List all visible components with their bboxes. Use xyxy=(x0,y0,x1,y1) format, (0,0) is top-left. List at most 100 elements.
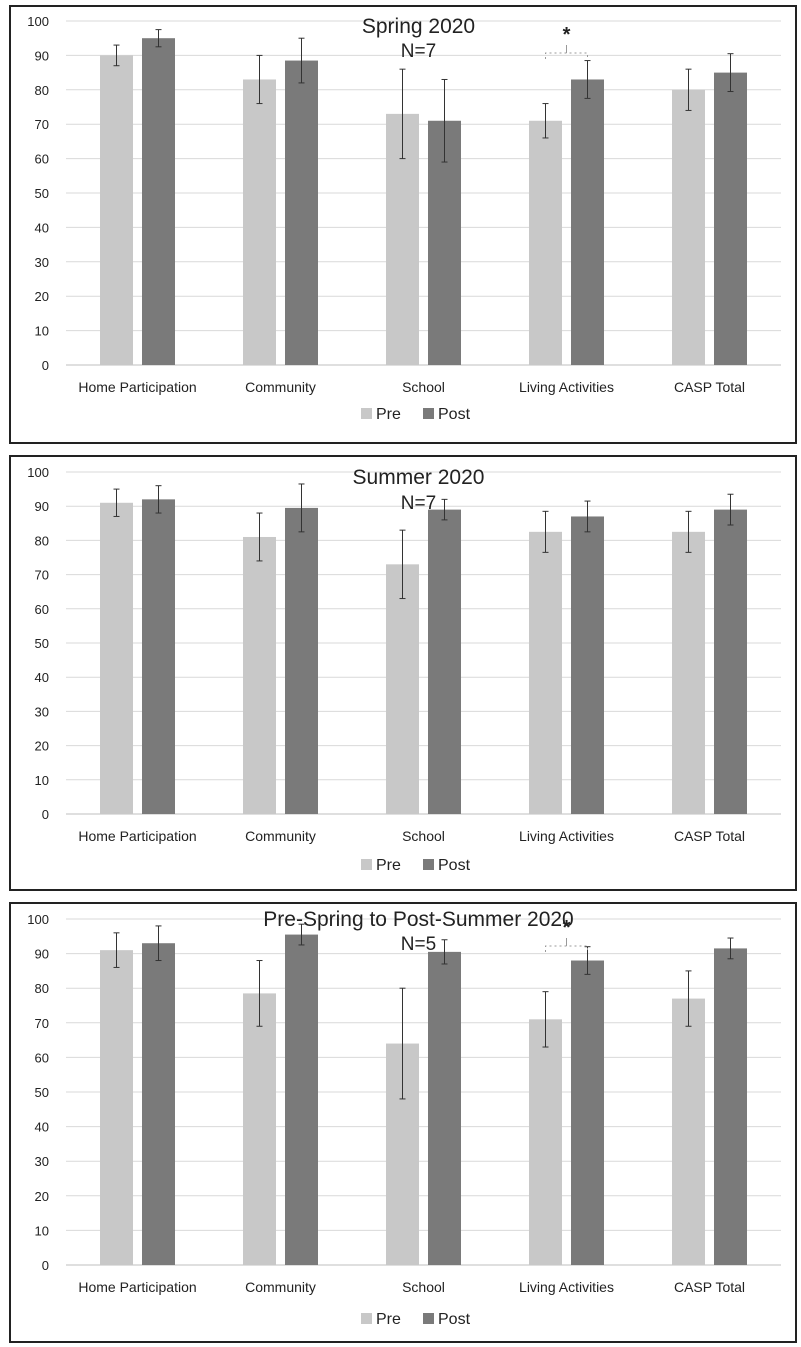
y-tick-label: 80 xyxy=(35,533,49,548)
y-tick-label: 10 xyxy=(35,773,49,788)
bar-pre xyxy=(386,564,419,814)
y-tick-label: 50 xyxy=(35,636,49,651)
legend-swatch-post xyxy=(423,859,434,870)
bar-pre xyxy=(672,89,705,366)
significance-star: * xyxy=(563,917,571,939)
legend-label-post: Post xyxy=(438,1311,471,1328)
category-label: School xyxy=(402,828,445,844)
y-tick-label: 100 xyxy=(27,465,49,480)
y-tick-label: 0 xyxy=(42,807,49,822)
y-tick-label: 0 xyxy=(42,1258,49,1273)
category-label: Home Participation xyxy=(78,828,196,844)
category-label: Community xyxy=(245,1279,316,1295)
legend-label-post: Post xyxy=(438,857,471,874)
chart-title: Pre-Spring to Post-Summer 2020 xyxy=(263,908,573,931)
y-tick-label: 10 xyxy=(35,324,49,339)
chart-panel-spring-2020: 0 10 20 30 40 50 60 70 80 90 100 Home Participation… xyxy=(9,5,797,444)
legend-label-pre: Pre xyxy=(376,857,401,874)
y-tick-label: 70 xyxy=(35,117,49,132)
legend-swatch-post xyxy=(423,1313,434,1324)
y-tick-label: 90 xyxy=(35,48,49,63)
legend-label-pre: Pre xyxy=(376,406,401,423)
y-tick-label: 20 xyxy=(35,1189,49,1204)
y-tick-label: 40 xyxy=(35,670,49,685)
bar-post xyxy=(714,72,747,365)
y-tick-label: 100 xyxy=(27,14,49,29)
bar-post xyxy=(142,38,175,365)
chart-subtitle: N=5 xyxy=(401,934,436,955)
y-tick-label: 20 xyxy=(35,289,49,304)
y-tick-label: 100 xyxy=(27,912,49,927)
y-tick-label: 30 xyxy=(35,704,49,719)
category-label: Home Participation xyxy=(78,1279,196,1295)
category-label: Living Activities xyxy=(519,379,614,395)
y-tick-label: 90 xyxy=(35,947,49,962)
bar-post xyxy=(142,943,175,1265)
bar-post xyxy=(285,507,318,814)
chart-subtitle: N=7 xyxy=(401,41,436,62)
bar-post xyxy=(571,79,604,365)
bar-pre xyxy=(529,120,562,365)
y-tick-label: 40 xyxy=(35,220,49,235)
bar-pre xyxy=(100,55,133,366)
legend-swatch-pre xyxy=(361,859,372,870)
y-tick-label: 60 xyxy=(35,152,49,167)
category-label: CASP Total xyxy=(674,379,745,395)
category-label: Home Participation xyxy=(78,379,196,395)
category-label: School xyxy=(402,1279,445,1295)
category-label: Community xyxy=(245,828,316,844)
category-label: Living Activities xyxy=(519,828,614,844)
chart-panel-pre-spring-to-post-summer: 0 10 20 30 40 50 60 70 80 90 100 Home Participation… xyxy=(9,902,797,1343)
chart-svg: 0 10 20 30 40 50 60 70 80 90 100 Home Participation… xyxy=(27,908,781,1328)
bar-pre xyxy=(243,536,276,814)
y-tick-label: 70 xyxy=(35,568,49,583)
bar-pre xyxy=(672,998,705,1265)
y-tick-label: 90 xyxy=(35,499,49,514)
y-tick-label: 50 xyxy=(35,186,49,201)
bar-pre xyxy=(672,531,705,814)
y-tick-label: 50 xyxy=(35,1085,49,1100)
category-label: Community xyxy=(245,379,316,395)
y-tick-label: 60 xyxy=(35,1050,49,1065)
category-label: Living Activities xyxy=(519,1279,614,1295)
chart-svg: 0 10 20 30 40 50 60 70 80 90 100 Home Participation… xyxy=(27,14,781,423)
y-tick-label: 20 xyxy=(35,739,49,754)
y-tick-label: 10 xyxy=(35,1223,49,1238)
y-tick-label: 0 xyxy=(42,358,49,373)
significance-bracket xyxy=(545,52,588,59)
category-label: School xyxy=(402,379,445,395)
bar-pre xyxy=(243,79,276,365)
chart-panel-summer-2020: 0 10 20 30 40 50 60 70 80 90 100 Home Participation… xyxy=(9,455,797,891)
bar-post xyxy=(714,948,747,1265)
significance-star: * xyxy=(563,24,571,46)
bar-pre xyxy=(100,502,133,814)
legend-swatch-pre xyxy=(361,1313,372,1324)
bar-post xyxy=(285,60,318,366)
bar-post xyxy=(714,509,747,814)
legend-label-pre: Pre xyxy=(376,1311,401,1328)
bar-post xyxy=(142,499,175,814)
chart-title: Spring 2020 xyxy=(362,15,475,38)
bar-pre xyxy=(529,1019,562,1265)
bar-pre xyxy=(529,531,562,814)
bar-post xyxy=(571,516,604,814)
chart-svg: 0 10 20 30 40 50 60 70 80 90 100 Home Participation… xyxy=(27,465,781,874)
y-tick-label: 30 xyxy=(35,1154,49,1169)
bar-post xyxy=(285,934,318,1265)
y-tick-label: 60 xyxy=(35,602,49,617)
chart-title: Summer 2020 xyxy=(353,466,485,489)
category-label: CASP Total xyxy=(674,1279,745,1295)
category-label: CASP Total xyxy=(674,828,745,844)
bar-pre xyxy=(100,950,133,1265)
chart-subtitle: N=7 xyxy=(401,493,436,514)
legend-label-post: Post xyxy=(438,406,471,423)
bar-post xyxy=(571,960,604,1265)
y-tick-label: 80 xyxy=(35,83,49,98)
y-tick-label: 80 xyxy=(35,981,49,996)
bar-post xyxy=(428,509,461,814)
y-tick-label: 30 xyxy=(35,255,49,270)
y-tick-label: 40 xyxy=(35,1120,49,1135)
significance-bracket xyxy=(545,945,588,952)
bar-post xyxy=(428,951,461,1265)
y-tick-label: 70 xyxy=(35,1016,49,1031)
